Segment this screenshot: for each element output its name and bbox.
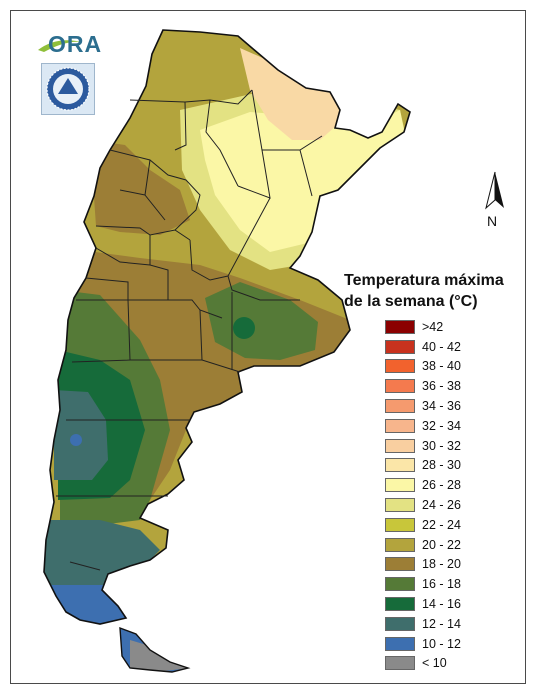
- legend-swatch: [385, 319, 415, 334]
- legend-swatch: [385, 517, 415, 532]
- legend-item: 16 - 18: [385, 574, 505, 594]
- legend-swatch: [385, 399, 415, 414]
- legend-label: 32 - 34: [422, 418, 461, 433]
- legend-item: 12 - 14: [385, 614, 505, 634]
- legend-item: 32 - 34: [385, 416, 505, 436]
- legend: >42 40 - 42 38 - 40 36 - 38 34 - 36 32 - 34 30…: [385, 317, 505, 673]
- legend-item: >42: [385, 317, 505, 337]
- legend-swatch: [385, 379, 415, 394]
- legend-item: 26 - 28: [385, 475, 505, 495]
- legend-item: < 10: [385, 654, 505, 674]
- legend-swatch: [385, 616, 415, 631]
- legend-swatch: [385, 418, 415, 433]
- legend-item: 20 - 22: [385, 535, 505, 555]
- legend-label: 10 - 12: [422, 636, 461, 651]
- legend-item: 14 - 16: [385, 594, 505, 614]
- legend-swatch: [385, 339, 415, 354]
- legend-label: 26 - 28: [422, 478, 461, 493]
- ora-logo: [38, 40, 82, 52]
- legend-swatch: [385, 597, 415, 612]
- legend-label: 38 - 40: [422, 359, 461, 374]
- legend-item: 34 - 36: [385, 396, 505, 416]
- legend-title-line-1: Temperatura máxima: [344, 272, 504, 289]
- legend-item: 28 - 30: [385, 456, 505, 476]
- legend-label: 18 - 20: [422, 557, 461, 572]
- legend-label: 12 - 14: [422, 616, 461, 631]
- ora-logo-text: ORA: [48, 31, 103, 57]
- legend-swatch: [385, 498, 415, 513]
- legend-label: 24 - 26: [422, 498, 461, 513]
- legend-item: 40 - 42: [385, 337, 505, 357]
- legend-label: 34 - 36: [422, 399, 461, 414]
- legend-label: 36 - 38: [422, 379, 461, 394]
- legend-swatch: [385, 359, 415, 374]
- legend-label: 16 - 18: [422, 577, 461, 592]
- legend-swatch: [385, 438, 415, 453]
- legend-item: 10 - 12: [385, 634, 505, 654]
- legend-title-line-2: de la semana (°C): [344, 293, 478, 310]
- legend-item: 30 - 32: [385, 436, 505, 456]
- legend-swatch: [385, 458, 415, 473]
- legend-label: 22 - 24: [422, 517, 461, 532]
- legend-title: Temperatura máxima de la semana (°C): [344, 270, 504, 312]
- legend-label: 40 - 42: [422, 339, 461, 354]
- legend-swatch: [385, 537, 415, 552]
- north-label: N: [487, 213, 498, 229]
- legend-item: 22 - 24: [385, 515, 505, 535]
- legend-item: 36 - 38: [385, 376, 505, 396]
- legend-item: 38 - 40: [385, 357, 505, 377]
- legend-label: 30 - 32: [422, 438, 461, 453]
- ministry-seal-icon: [41, 63, 95, 115]
- legend-item: 18 - 20: [385, 555, 505, 575]
- legend-label: 20 - 22: [422, 537, 461, 552]
- legend-label: >42: [422, 319, 444, 334]
- legend-swatch: [385, 656, 415, 671]
- legend-swatch: [385, 478, 415, 493]
- legend-swatch: [385, 636, 415, 651]
- legend-label: < 10: [422, 656, 447, 671]
- legend-swatch: [385, 577, 415, 592]
- legend-label: 28 - 30: [422, 458, 461, 473]
- legend-label: 14 - 16: [422, 597, 461, 612]
- legend-item: 24 - 26: [385, 495, 505, 515]
- legend-swatch: [385, 557, 415, 572]
- north-arrow-icon: [485, 171, 504, 210]
